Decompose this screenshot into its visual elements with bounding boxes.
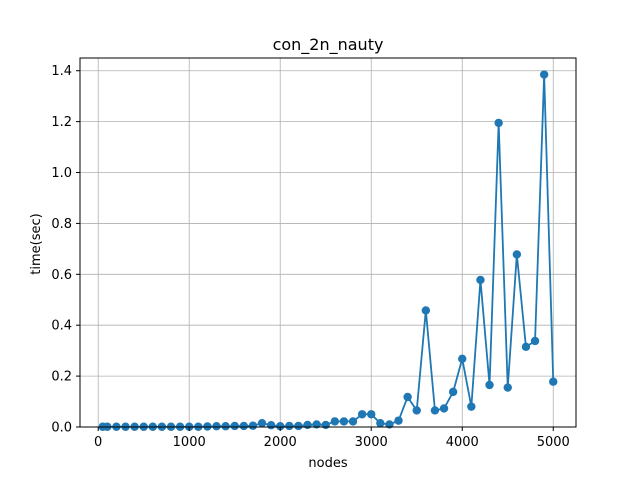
data-point: [266, 421, 276, 430]
plot-frame: [79, 57, 577, 428]
data-point: [521, 342, 531, 352]
y-axis-ticks: 0.0 0.2 0.4 0.6 0.8 1.0 1.2 1.4: [51, 64, 80, 436]
series-line: [102, 73, 555, 428]
y-tick-label: 0.4: [51, 319, 72, 334]
data-point: [203, 422, 212, 431]
data-point: [512, 250, 522, 259]
data-point: [503, 383, 512, 392]
data-point: [330, 417, 340, 426]
y-tick-label: 1.0: [51, 166, 72, 181]
x-tick-label: 2000: [264, 435, 297, 450]
data-point: [494, 118, 503, 128]
data-point: [212, 422, 221, 431]
data-point: [321, 420, 330, 430]
x-tick-label: 4000: [446, 435, 479, 450]
x-tick-label: 0: [94, 435, 102, 450]
data-point: [412, 406, 421, 415]
data-point: [248, 421, 258, 430]
data-point: [539, 70, 549, 79]
y-tick-label: 0.2: [51, 370, 72, 385]
series-con-2n-nauty: [98, 70, 558, 431]
data-point: [448, 387, 458, 397]
data-point: [294, 421, 303, 431]
data-point: [485, 380, 494, 390]
data-point: [339, 417, 349, 426]
y-tick-label: 1.2: [51, 115, 72, 130]
x-tick-label: 1000: [173, 435, 206, 450]
data-point: [357, 410, 367, 419]
data-point: [467, 402, 476, 411]
x-tick-label: 5000: [537, 435, 570, 450]
data-point: [439, 404, 449, 413]
y-tick-label: 1.4: [51, 64, 72, 79]
x-axis-ticks: 0 1000 2000 3000 4000 5000: [94, 427, 570, 450]
data-point: [230, 421, 239, 431]
y-axis-label: time(sec): [29, 213, 44, 274]
data-point: [394, 416, 403, 425]
data-point: [376, 418, 385, 428]
data-point: [549, 377, 558, 386]
x-tick-label: 3000: [355, 435, 388, 450]
data-point: [421, 306, 431, 315]
data-point: [458, 354, 467, 363]
y-tick-label: 0.8: [51, 217, 72, 232]
data-point: [367, 410, 376, 419]
data-point: [257, 418, 267, 428]
y-tick-label: 0.0: [51, 421, 72, 436]
data-point: [303, 420, 312, 430]
y-tick-label: 0.6: [51, 268, 72, 283]
data-point: [430, 406, 440, 415]
data-point: [530, 336, 540, 346]
chart-title: con_2n_nauty: [273, 35, 384, 55]
x-axis-label: nodes: [308, 456, 347, 471]
data-point: [348, 417, 358, 426]
data-point: [285, 421, 294, 431]
grid-lines: [80, 58, 576, 428]
data-point: [221, 422, 230, 431]
data-point: [476, 275, 485, 285]
data-point: [276, 422, 285, 431]
data-point: [239, 421, 249, 431]
data-point: [403, 392, 412, 402]
